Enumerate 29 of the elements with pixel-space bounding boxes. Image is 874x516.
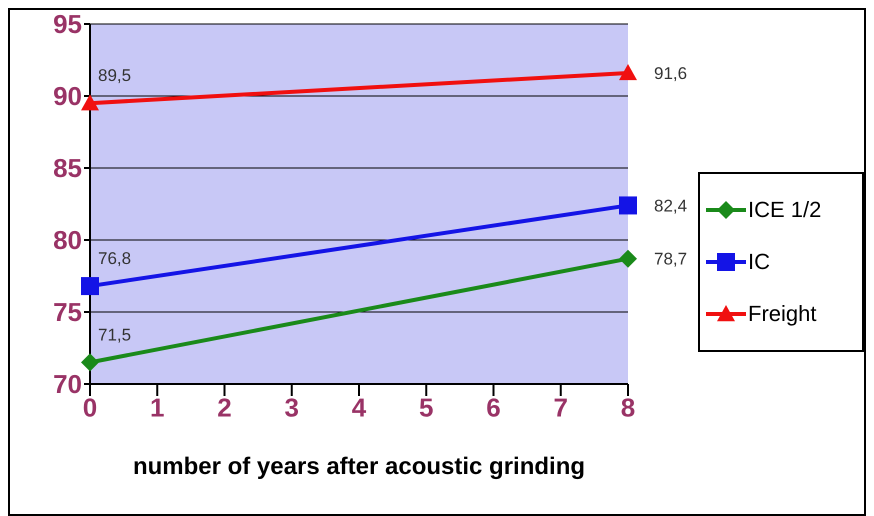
data-label: 89,5 <box>98 66 132 86</box>
x-tick-label: 1 <box>150 392 164 422</box>
point <box>619 250 637 268</box>
x-tick-label: 0 <box>82 392 98 422</box>
point <box>619 196 637 214</box>
data-label: 82,4 <box>654 196 688 216</box>
y-tick-label: 90 <box>53 81 82 112</box>
legend-label: Freight <box>748 300 816 328</box>
legend-label: IC <box>748 248 770 276</box>
y-tick-label: 85 <box>53 153 82 184</box>
x-tick-label: 2 <box>217 392 232 422</box>
x-tick-label: 5 <box>419 392 434 422</box>
data-label: 91,6 <box>654 64 688 83</box>
y-tick-label: 70 <box>53 369 82 400</box>
legend-label: ICE 1/2 <box>748 196 822 224</box>
point <box>81 353 99 372</box>
y-tick-label: 75 <box>53 297 82 328</box>
x-tick-label: 4 <box>352 392 367 422</box>
data-label: 71,5 <box>98 325 132 344</box>
x-tick-label: 6 <box>486 392 501 422</box>
x-axis-title: number of years after acoustic grinding <box>132 453 586 480</box>
data-label: 78,7 <box>654 250 688 269</box>
x-tick-label: 8 <box>620 392 636 422</box>
x-tick-label: 3 <box>284 392 299 422</box>
y-tick-label: 80 <box>53 225 82 256</box>
point <box>81 277 99 296</box>
x-tick-label: 7 <box>554 392 568 422</box>
y-tick-label: 95 <box>53 9 82 40</box>
data-label: 76,8 <box>98 249 132 268</box>
